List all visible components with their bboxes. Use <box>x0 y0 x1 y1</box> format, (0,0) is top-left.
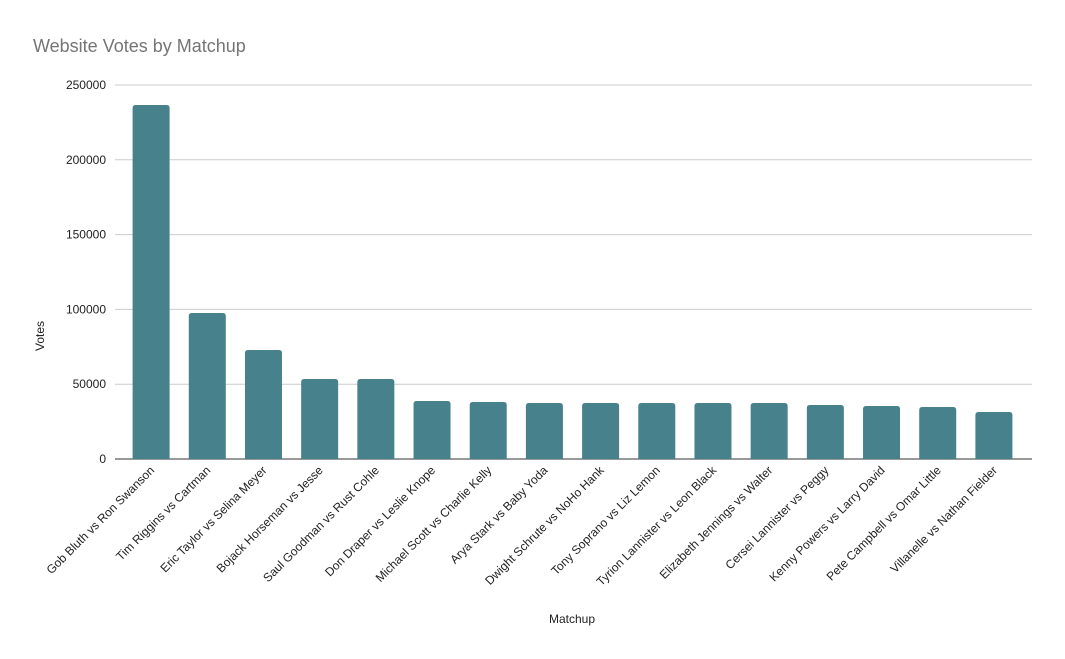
bar <box>357 378 395 459</box>
bar <box>188 312 226 459</box>
x-tick-label: Elizabeth Jennings vs Walter <box>657 463 776 582</box>
x-tick-label: Tim Riggins vs Cartman <box>113 463 213 563</box>
x-tick-label: Villanelle vs Nathan Fielder <box>887 463 1000 576</box>
y-tick-label: 100000 <box>66 302 106 316</box>
bar <box>806 404 844 459</box>
y-tick-label: 0 <box>99 452 106 466</box>
bar <box>301 378 339 459</box>
x-tick-label: Tony Soprano vs Liz Lemon <box>548 463 663 578</box>
x-axis-label: Matchup <box>549 612 595 626</box>
bar <box>525 403 563 459</box>
x-tick-label: Cersei Lannister vs Peggy <box>723 463 832 572</box>
y-tick-label: 50000 <box>73 377 107 391</box>
x-tick-label: Arya Stark vs Baby Yoda <box>447 463 551 567</box>
y-axis-label: Votes <box>33 321 47 351</box>
bar <box>244 349 282 459</box>
bar <box>413 400 451 459</box>
x-tick-label: Don Draper vs Leslie Knope <box>322 463 438 579</box>
y-tick-label: 200000 <box>66 153 106 167</box>
bar <box>132 105 170 460</box>
x-tick-label: Eric Taylor vs Selina Meyer <box>158 463 270 575</box>
y-tick-label: 150000 <box>66 228 106 242</box>
x-tick-label: Dwight Schrute vs NoHo Hank <box>482 463 607 588</box>
bar <box>582 403 620 459</box>
x-tick-label: Gob Bluth vs Ron Swanson <box>44 463 158 577</box>
bar <box>638 403 676 459</box>
x-tick-label: Saul Goodman vs Rust Cohle <box>260 463 382 585</box>
x-tick-label: Bojack Horseman vs Jesse <box>214 463 326 575</box>
bar <box>469 402 507 459</box>
bar <box>975 412 1013 459</box>
x-tick-label: Kenny Powers vs Larry David <box>766 463 887 584</box>
bar <box>694 403 732 459</box>
chart-title: Website Votes by Matchup <box>33 36 246 56</box>
x-tick-label: Tyrion Lannister vs Leon Black <box>594 463 720 589</box>
x-tick-label: Michael Scott vs Charlie Kelly <box>373 463 495 585</box>
y-tick-label: 250000 <box>66 78 106 92</box>
x-tick-label: Pete Campbell vs Omar Little <box>824 463 944 583</box>
bar <box>863 406 901 459</box>
bar <box>750 403 788 459</box>
bar <box>919 406 957 459</box>
